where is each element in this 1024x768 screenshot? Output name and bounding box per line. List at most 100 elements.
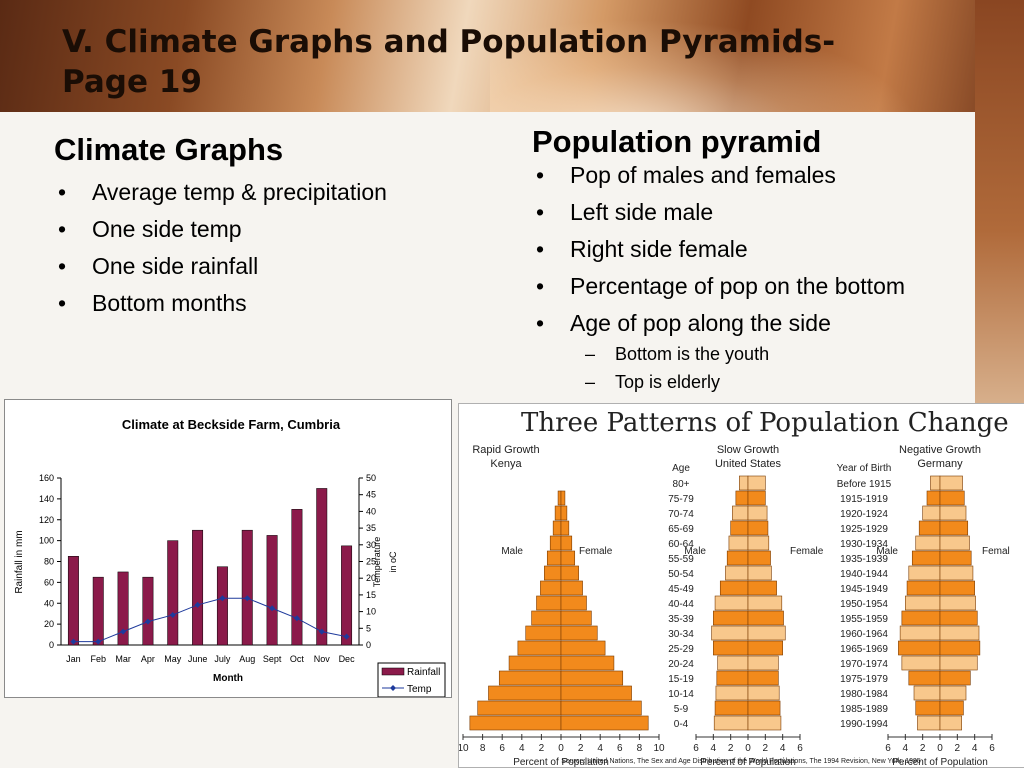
y2-tick-label: 10: [366, 607, 376, 617]
male-bar: [477, 700, 562, 716]
temp-point: [343, 633, 350, 640]
female-bar: [747, 655, 779, 671]
male-bar: [536, 595, 562, 611]
male-bar: [714, 595, 749, 611]
x-tick-label: Aug: [239, 654, 255, 664]
female-bar: [939, 655, 978, 671]
age-label: 60-64: [668, 539, 694, 550]
female-bar: [560, 520, 570, 536]
pyramid-x-tick-label: 6: [693, 743, 699, 754]
age-label: 15-19: [668, 674, 694, 685]
pyramid-x-tick-label: 4: [903, 743, 909, 754]
x-axis-label: Month: [213, 673, 243, 684]
pyramid-x-tick-label: 2: [578, 743, 584, 754]
y-tick-label: 160: [39, 473, 54, 483]
female-bar: [939, 610, 978, 626]
pyramid-x-tick-label: 8: [480, 743, 486, 754]
pyramid-x-tick-label: 8: [637, 743, 643, 754]
female-bar: [560, 610, 592, 626]
female-bar: [560, 685, 632, 701]
rainfall-bar: [341, 545, 353, 646]
pyramid-x-tick-label: 2: [728, 743, 734, 754]
male-bar: [899, 625, 941, 641]
male-bar: [546, 550, 562, 566]
female-bar: [560, 490, 566, 506]
x-tick-label: May: [164, 654, 182, 664]
pyramid-x-tick-label: 6: [499, 743, 505, 754]
male-bar: [901, 655, 941, 671]
temp-point: [144, 618, 151, 625]
male-bar: [913, 685, 941, 701]
male-label: Male: [684, 546, 706, 557]
birth-year-label: 1955-1959: [840, 614, 888, 625]
female-label: Femal: [982, 546, 1010, 557]
birth-year-label: 1940-1944: [840, 569, 888, 580]
female-bar: [939, 580, 975, 596]
male-bar: [713, 640, 749, 656]
male-bar: [508, 655, 562, 671]
male-bar: [908, 565, 941, 581]
bullet-item: Pop of males and females: [532, 157, 905, 194]
climate-graphs-heading: Climate Graphs: [54, 132, 284, 167]
y-tick-label: 0: [49, 640, 54, 650]
male-bar: [488, 685, 562, 701]
y2-axis-label-line1: Temperature: [372, 537, 382, 588]
y-tick-label: 60: [44, 577, 54, 587]
female-bar: [747, 670, 779, 686]
birth-year-label: 1925-1929: [840, 524, 888, 535]
climate-bullet-list: Average temp & precipitation One side te…: [54, 174, 387, 322]
x-tick-label: Apr: [141, 654, 155, 664]
male-bar: [715, 685, 749, 701]
pyramid-x-tick-label: 2: [920, 743, 926, 754]
panel-sublabel: Kenya: [490, 458, 522, 470]
female-bar: [939, 475, 963, 491]
pyramid-axis-label: Percent of Population: [892, 757, 988, 767]
rainfall-bar: [67, 556, 79, 646]
legend-label-temp: Temp: [407, 684, 432, 695]
male-bar: [554, 505, 562, 521]
pyramid-x-tick-label: 6: [885, 743, 891, 754]
male-bar: [544, 565, 562, 581]
pyramid-axis-label: Percent of Population: [700, 757, 796, 767]
male-bar: [552, 520, 562, 536]
female-bar: [939, 700, 964, 716]
pyramid-x-tick-label: 2: [955, 743, 961, 754]
female-bar: [560, 550, 576, 566]
rainfall-bar: [92, 576, 104, 646]
y-tick-label: 40: [44, 598, 54, 608]
male-bar: [517, 640, 562, 656]
female-bar: [560, 715, 649, 731]
rainfall-bar: [216, 566, 228, 646]
female-bar: [939, 715, 962, 731]
age-label: 40-44: [668, 599, 694, 610]
legend-marker-temp: [390, 685, 396, 691]
female-bar: [747, 550, 771, 566]
temp-point: [70, 638, 77, 645]
rainfall-bar: [167, 540, 179, 646]
female-bar: [560, 700, 642, 716]
female-bar: [939, 490, 965, 506]
rainfall-bar: [316, 488, 328, 646]
pyramid-x-tick-label: 6: [617, 743, 623, 754]
birth-year-label: 1990-1994: [840, 719, 888, 730]
age-label: 35-39: [668, 614, 694, 625]
bullet-item: Bottom months: [54, 285, 387, 322]
male-bar: [911, 550, 941, 566]
chart-legend: Rainfall Temp: [377, 662, 446, 698]
pyramid-bullet-list: Pop of males and females Left side male …: [532, 157, 905, 342]
panel-sublabel: Germany: [917, 458, 963, 470]
male-bar: [901, 610, 941, 626]
pyramid-x-tick-label: 4: [780, 743, 786, 754]
pyramid-x-tick-label: 4: [972, 743, 978, 754]
male-bar: [469, 715, 562, 731]
age-label: 70-74: [668, 509, 694, 520]
pyramid-x-tick-label: 0: [937, 743, 943, 754]
female-bar: [560, 655, 615, 671]
sub-bullet-item: Top is elderly: [577, 368, 769, 396]
temp-point: [194, 601, 201, 608]
birth-year-label: 1970-1974: [840, 659, 888, 670]
male-bar: [922, 505, 941, 521]
y-axis-label: Rainfall in mm: [14, 530, 25, 593]
female-bar: [560, 670, 624, 686]
y2-tick-label: 35: [366, 523, 376, 533]
